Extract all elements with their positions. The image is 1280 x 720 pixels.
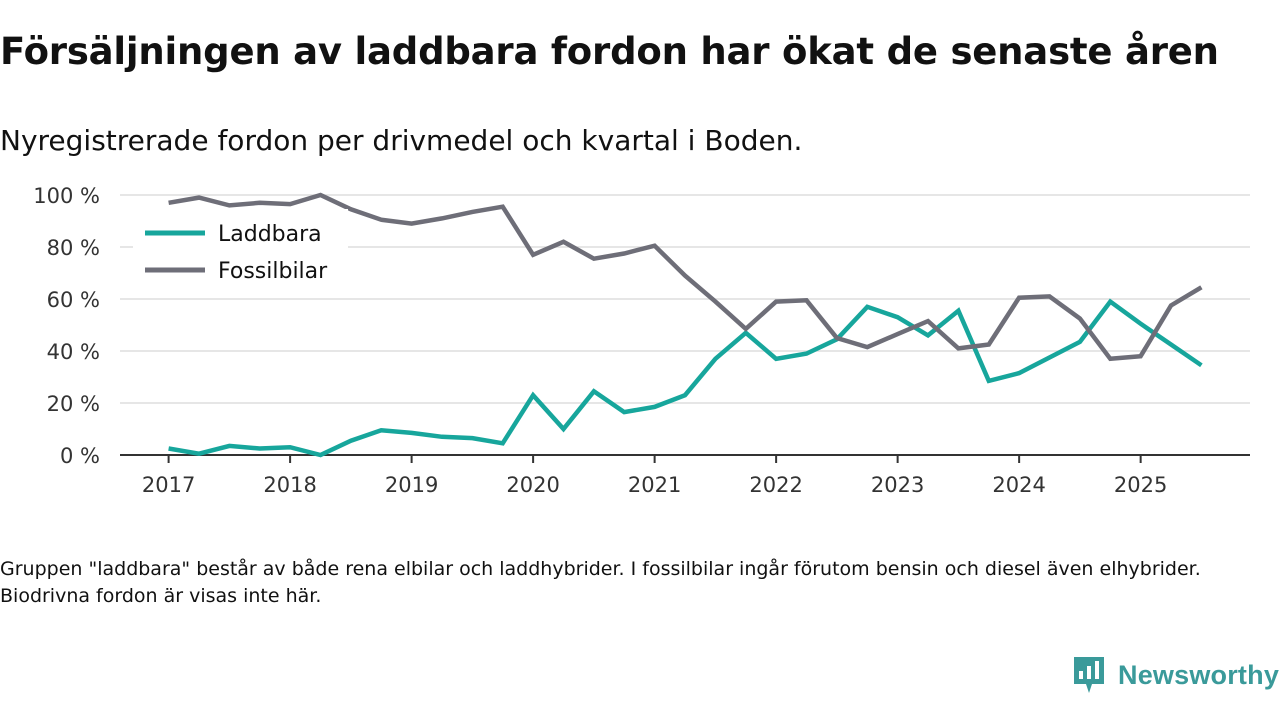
series-lines xyxy=(168,192,1203,458)
x-tick-label: 2018 xyxy=(263,473,316,497)
y-tick-label: 80 % xyxy=(47,236,100,260)
y-tick-label: 60 % xyxy=(47,288,100,312)
x-tick-label: 2021 xyxy=(628,473,681,497)
y-tick-label: 20 % xyxy=(47,392,100,416)
x-tick-label: 2025 xyxy=(1114,473,1167,497)
y-axis-tick-labels: 0 % 20 % 40 % 60 % 80 % 100 % xyxy=(33,184,100,468)
brand-name: Newsworthy xyxy=(1118,659,1280,690)
x-tick-label: 2023 xyxy=(871,473,924,497)
legend: Laddbara Fossilbilar xyxy=(133,209,348,295)
legend-background xyxy=(133,209,348,295)
newsworthy-chart-icon xyxy=(1074,657,1104,693)
x-tick-label: 2022 xyxy=(749,473,802,497)
legend-label-fossilbilar: Fossilbilar xyxy=(218,259,328,284)
line-chart: 0 % 20 % 40 % 60 % 80 % 100 % 2017 2018 2019 202… xyxy=(33,184,1250,497)
x-tick-label: 2019 xyxy=(385,473,438,497)
chart-subtitle: Nyregistrerade fordon per drivmedel och … xyxy=(0,124,803,157)
y-tick-label: 100 % xyxy=(33,184,100,208)
chart-footnote: Gruppen "laddbara" består av både rena e… xyxy=(0,558,1201,607)
x-axis: 2017 2018 2019 2020 2021 2022 2023 2024 2025 xyxy=(120,454,1250,497)
chart-title: Försäljningen av laddbara fordon har öka… xyxy=(0,30,1219,73)
y-tick-label: 40 % xyxy=(47,340,100,364)
newsworthy-logo[interactable]: Newsworthy xyxy=(1072,655,1279,695)
y-tick-label: 0 % xyxy=(60,444,100,468)
series-line-laddbara xyxy=(168,298,1203,458)
x-tick-label: 2024 xyxy=(992,473,1045,497)
x-tick-label: 2017 xyxy=(142,473,195,497)
series-line-fossilbilar xyxy=(168,192,1203,362)
legend-label-laddbara: Laddbara xyxy=(218,222,322,247)
x-tick-label: 2020 xyxy=(506,473,559,497)
